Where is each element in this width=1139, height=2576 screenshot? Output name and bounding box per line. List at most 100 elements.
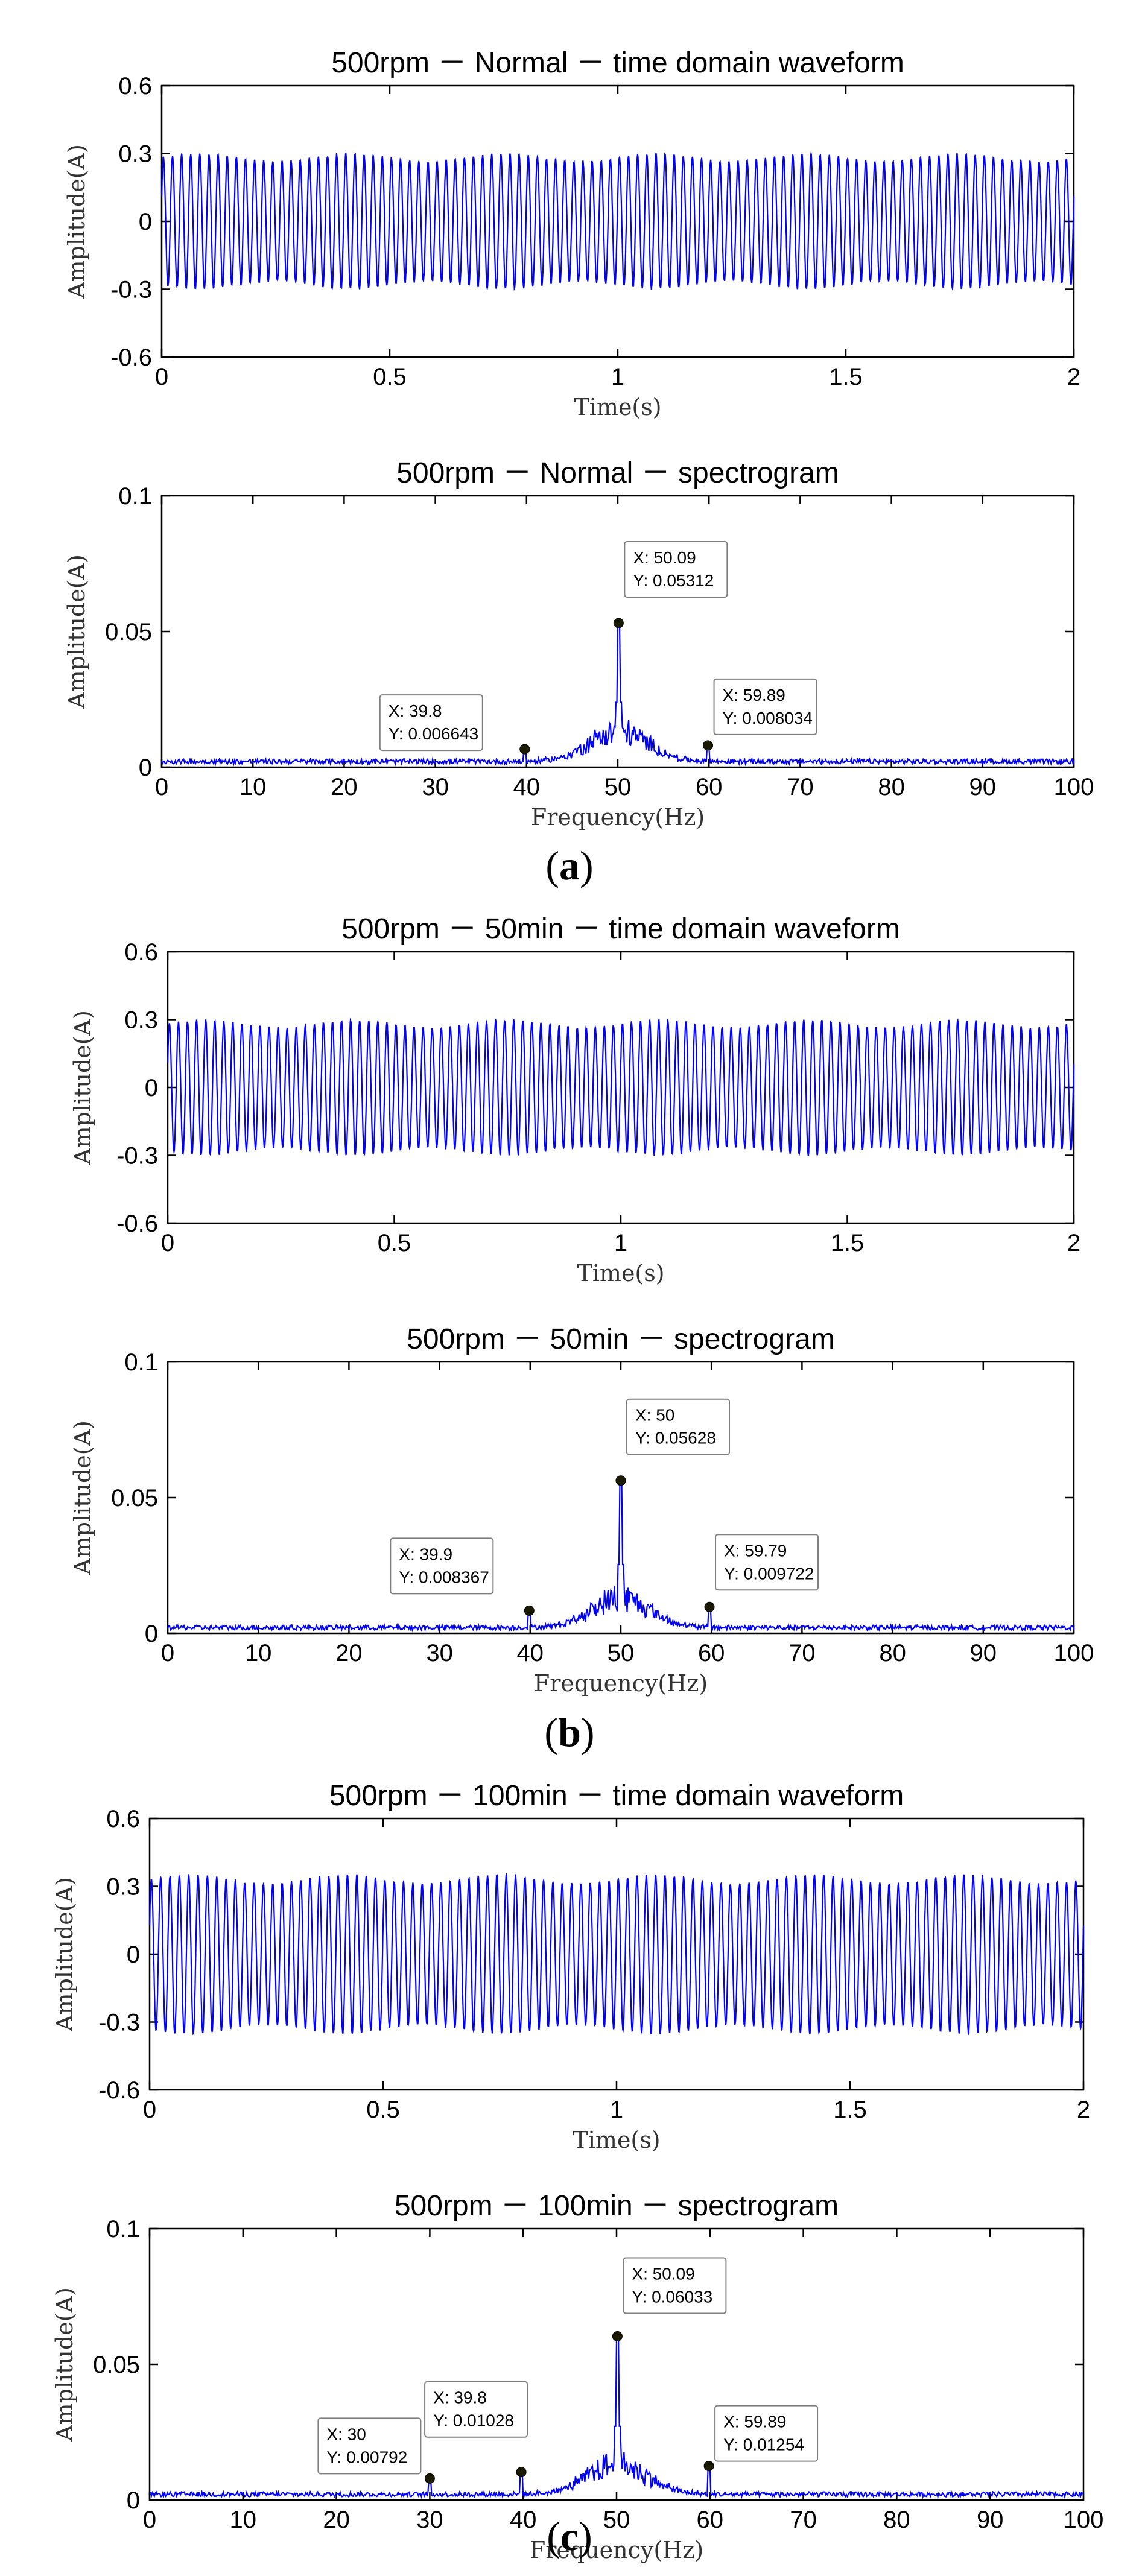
series-line: [167, 1017, 1075, 1156]
data-tip-marker[interactable]: [704, 1601, 715, 1612]
data-tip-marker[interactable]: [703, 2461, 714, 2472]
chart-a-time: 500rpm － Normal － time domain waveform 0 0…: [63, 47, 1080, 420]
y-tick-label: 0: [127, 1941, 140, 1968]
x-tick-label: 40: [510, 2507, 537, 2533]
data-tip-y: Y: 0.06033: [632, 2288, 712, 2306]
data-tip[interactable]: X: 39.8 Y: 0.01028: [424, 2381, 528, 2478]
x-axis-label: Frequency(Hz): [530, 2537, 703, 2563]
x-tick-label: 0.5: [378, 1230, 411, 1256]
data-tip-box: [714, 2405, 819, 2462]
data-tip[interactable]: X: 50 Y: 0.05628: [615, 1398, 730, 1486]
data-tip-box: [713, 678, 817, 735]
chart-title: 500rpm － 100min － spectrogram: [395, 2190, 839, 2222]
data-tip-marker[interactable]: [519, 744, 530, 755]
series-line: [160, 151, 1075, 291]
data-tip[interactable]: X: 39.9 Y: 0.008367: [390, 1537, 535, 1616]
panel-label-letter: b: [558, 1709, 581, 1755]
x-tick-label: 10: [230, 2507, 257, 2533]
y-axis-label: Amplitude(A): [69, 1420, 96, 1575]
series-line: [148, 1872, 1085, 2036]
data-tip-x: X: 39.8: [389, 701, 442, 720]
x-tick-label: 80: [878, 774, 905, 800]
data-tip-box: [424, 2381, 528, 2438]
y-axis-label: Amplitude(A): [69, 1010, 96, 1165]
y-tick-label: 0.3: [106, 1874, 140, 1900]
data-tip-x: X: 59.89: [723, 686, 785, 704]
data-tip-y: Y: 0.05628: [635, 1429, 716, 1448]
y-tick-label: -0.3: [110, 277, 152, 303]
panel-label-letter: c: [560, 2513, 579, 2559]
panel-label-close: ): [579, 2513, 592, 2559]
data-tip-marker[interactable]: [424, 2473, 435, 2484]
data-tip-y: Y: 0.01028: [433, 2411, 514, 2430]
data-tip[interactable]: X: 39.8 Y: 0.006643: [379, 694, 530, 755]
data-tip-box: [379, 694, 483, 752]
data-tip-marker[interactable]: [703, 740, 714, 751]
data-tip-y: Y: 0.008034: [723, 709, 813, 727]
data-tip-y: Y: 0.009722: [724, 1564, 814, 1583]
x-axis-label: Time(s): [574, 394, 661, 420]
data-tip-marker[interactable]: [524, 1605, 535, 1616]
x-tick-label: 1: [610, 2097, 623, 2123]
data-tip[interactable]: X: 50.09 Y: 0.06033: [612, 2257, 727, 2342]
x-tick-label: 90: [970, 1640, 997, 1666]
x-axis-label: Frequency(Hz): [531, 804, 705, 831]
x-tick-label: 40: [517, 1640, 544, 1666]
x-tick-label: 100: [1054, 774, 1094, 800]
y-tick-label: 0.1: [118, 483, 152, 510]
panel-label: (b): [544, 1709, 594, 1755]
data-tip-y: Y: 0.00792: [326, 2448, 407, 2466]
x-tick-label: 50: [604, 774, 632, 800]
y-tick-label: 0: [127, 2487, 140, 2514]
x-tick-label: 0: [161, 1640, 174, 1666]
x-axis-label: Time(s): [577, 1260, 664, 1286]
x-tick-label: 70: [788, 1640, 816, 1666]
x-tick-label: 80: [883, 2507, 910, 2533]
data-tip-box: [626, 1398, 730, 1455]
data-tip[interactable]: X: 30 Y: 0.00792: [317, 2417, 435, 2484]
x-axis-label: Frequency(Hz): [534, 1670, 708, 1697]
data-tip-marker[interactable]: [613, 618, 624, 628]
data-tip-x: X: 50: [635, 1406, 674, 1425]
data-tip[interactable]: X: 59.89 Y: 0.008034: [703, 678, 817, 751]
x-tick-label: 1.5: [831, 1230, 865, 1256]
data-tip-marker[interactable]: [615, 1475, 626, 1486]
x-tick-label: 30: [422, 774, 449, 800]
data-tip-marker[interactable]: [612, 2331, 623, 2342]
x-tick-label: 60: [696, 774, 723, 800]
data-tip-y: Y: 0.01254: [723, 2435, 804, 2454]
panel-label-close: ): [581, 1709, 595, 1755]
chart-title: 500rpm － 50min － time domain waveform: [341, 913, 900, 945]
data-tip-box: [624, 540, 728, 598]
data-tip-x: X: 50.09: [633, 548, 696, 567]
x-tick-label: 80: [879, 1640, 906, 1666]
x-tick-label: 0: [143, 2097, 156, 2123]
data-tip[interactable]: X: 59.79 Y: 0.009722: [704, 1534, 819, 1612]
chart-title: 500rpm － Normal － spectrogram: [396, 457, 839, 489]
data-tip-marker[interactable]: [516, 2467, 527, 2478]
data-tip-x: X: 30: [326, 2425, 366, 2443]
x-tick-label: 0: [155, 364, 168, 390]
x-tick-label: 1: [614, 1230, 627, 1256]
panel-label-close: ): [580, 843, 594, 888]
data-tip[interactable]: X: 59.89 Y: 0.01254: [703, 2405, 819, 2472]
x-tick-label: 20: [335, 1640, 363, 1666]
x-tick-label: 2: [1077, 2097, 1090, 2123]
x-tick-label: 0: [155, 774, 168, 800]
y-axis-label: Amplitude(A): [51, 2287, 78, 2442]
y-tick-label: 0.6: [118, 73, 152, 100]
data-tip-x: X: 59.79: [724, 1541, 787, 1560]
x-tick-label: 2: [1067, 1230, 1080, 1256]
chart-b-spec: 500rpm － 50min － spectrogram 0 10 20 30 40 50 6…: [69, 1323, 1094, 1755]
data-tip[interactable]: X: 50.09 Y: 0.05312: [613, 540, 728, 628]
chart-b-time: 500rpm － 50min － time domain waveform 0 0.…: [69, 913, 1080, 1286]
data-tip-box: [390, 1537, 494, 1595]
plot-area: [167, 1361, 1075, 1635]
panel-label-letter: a: [559, 843, 580, 888]
x-tick-label: 100: [1054, 1640, 1094, 1666]
panel-label-open: (: [544, 1709, 558, 1755]
data-tip-y: Y: 0.006643: [389, 724, 478, 743]
data-tip-box: [623, 2257, 727, 2314]
y-tick-label: 0: [139, 755, 152, 781]
x-axis-label: Time(s): [573, 2127, 660, 2153]
